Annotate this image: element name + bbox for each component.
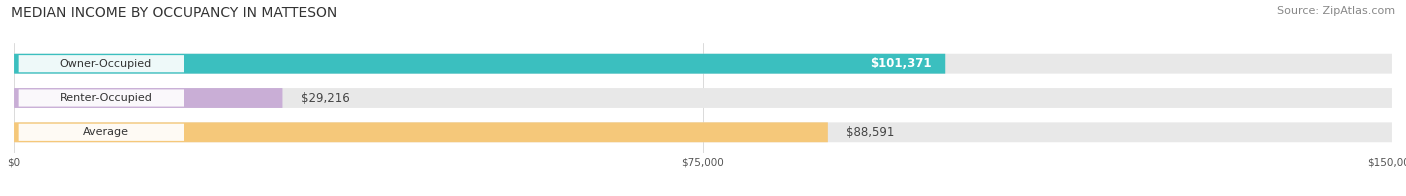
FancyBboxPatch shape [14, 122, 1392, 142]
FancyBboxPatch shape [18, 55, 184, 72]
Text: Owner-Occupied: Owner-Occupied [60, 59, 152, 69]
Text: Average: Average [83, 127, 129, 137]
Text: $88,591: $88,591 [846, 126, 894, 139]
Text: $101,371: $101,371 [870, 57, 931, 70]
Text: MEDIAN INCOME BY OCCUPANCY IN MATTESON: MEDIAN INCOME BY OCCUPANCY IN MATTESON [11, 6, 337, 20]
Text: Renter-Occupied: Renter-Occupied [59, 93, 152, 103]
FancyBboxPatch shape [14, 88, 1392, 108]
FancyBboxPatch shape [14, 54, 1392, 74]
FancyBboxPatch shape [14, 54, 945, 74]
FancyBboxPatch shape [18, 89, 184, 107]
FancyBboxPatch shape [14, 122, 828, 142]
Text: $29,216: $29,216 [301, 92, 350, 104]
FancyBboxPatch shape [18, 124, 184, 141]
FancyBboxPatch shape [14, 88, 283, 108]
Text: Source: ZipAtlas.com: Source: ZipAtlas.com [1277, 6, 1395, 16]
